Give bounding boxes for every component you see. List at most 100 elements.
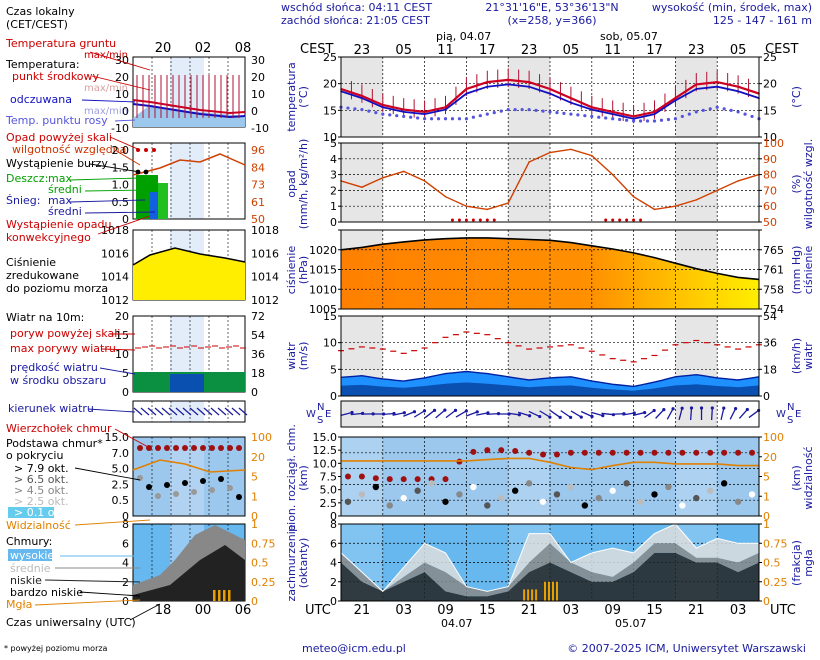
humidity-line-point: [737, 180, 739, 182]
press-left-ticks: 1020 1015 1010 1005: [309, 229, 341, 316]
legend-leader-line: [109, 136, 141, 151]
legend-leader-line: [114, 119, 136, 122]
wind-arrow: [570, 410, 582, 418]
legend-fog-tick: 0.5: [251, 557, 269, 570]
wind-arrow-head: [432, 408, 437, 412]
top-hour-label: 05: [395, 43, 412, 58]
cl-left-ticks-label: 8: [330, 518, 337, 531]
legend-wind-arrow: [147, 407, 157, 416]
legend-cloud-base-dot: [146, 484, 152, 490]
wind-left-ticks: 15 10 5 0: [323, 310, 341, 403]
wind-arrow: [580, 410, 593, 418]
wind-arrow: [424, 409, 435, 419]
dew-point-dot: [555, 111, 559, 115]
legend-wind-tick-r: 54: [251, 329, 265, 342]
legend-cb-tick: 5.0: [112, 463, 130, 476]
legend-leader-line: [89, 51, 151, 71]
dew-point-dot: [471, 115, 475, 119]
vis-right-ticks: 100 20 5 1 0: [759, 431, 784, 523]
humidity-line-point: [361, 186, 363, 189]
legend-temp-tick-r: 20: [251, 71, 265, 84]
cloud-base-dot: [484, 502, 491, 509]
dew-point-dot: [736, 110, 740, 114]
dew-point-dot: [485, 112, 489, 116]
legend-precip-panel-frame: [132, 142, 246, 220]
cloud-base-dot: [637, 498, 644, 505]
legend-cloud-top-dot: [227, 445, 233, 451]
temperature-line-point: [382, 104, 384, 106]
dew-point-dot: [632, 119, 636, 123]
humidity-line-point: [716, 189, 718, 192]
wind-arrow: [738, 409, 748, 419]
legend-cloud-base-dot: [236, 494, 242, 500]
bottom-hour-label: 21: [688, 603, 705, 618]
dew-point-dot: [443, 117, 448, 121]
cloud-top-dot: [735, 449, 742, 456]
humidity-line-point: [528, 161, 530, 163]
legend-temp-tick: -10: [111, 122, 129, 135]
dew-point-dot: [548, 110, 552, 114]
wind-arrow: [381, 412, 395, 416]
day-label-2: sob, 05.07: [600, 30, 658, 43]
legend-cloud-top-dot: [155, 445, 161, 451]
fog-bar: [556, 581, 558, 601]
press-axis-title-right: ciśnienie: [802, 246, 815, 295]
legend-cloud-top-dot: [236, 445, 242, 451]
legend-hum-tick: 61: [251, 196, 265, 209]
legend-wind-arrow: [175, 407, 185, 416]
cloud-base-dot: [734, 498, 742, 505]
dew-point-dot: [597, 115, 601, 119]
legend-rel-humidity: wilgotność względna: [12, 143, 126, 156]
cloud-axis-unit: (oktanty): [297, 538, 310, 589]
wind-axis-title: wiatr: [285, 342, 298, 370]
wind-arrow: [435, 409, 446, 419]
humidity-line-point: [444, 195, 447, 198]
wind-arrow: [413, 410, 425, 418]
dew-point-dot: [680, 114, 684, 119]
wind-right-ticks-label: 18: [763, 363, 777, 376]
cloud-base-dot: [595, 494, 602, 502]
temperature-line-point: [402, 108, 405, 111]
day-label-1: pią, 04.07: [436, 30, 491, 43]
press-left-ticks-label: 1005: [309, 303, 337, 316]
legend-clouds: Chmury:: [6, 535, 52, 548]
cb-left-ticks-label: 12.5: [313, 444, 338, 457]
dew-point-dot: [346, 106, 350, 110]
precip-left-ticks-label: 1: [330, 200, 337, 213]
fog-right-ticks: 1 0.75 0.5 0.25 0: [759, 518, 788, 608]
bottom-hour-label: 21: [521, 603, 538, 618]
vis-axis-title: widzialność: [802, 446, 815, 509]
legend-cb-tick: 7.0: [112, 447, 130, 460]
legend-precip-above-dot: [152, 148, 156, 152]
fog-axis-title: mgła: [802, 549, 815, 577]
footer-email[interactable]: meteo@icm.edu.pl: [302, 642, 406, 655]
cloud-base-dot: [581, 502, 589, 509]
coords: 21°31'16"E, 53°36'13"N: [485, 1, 618, 14]
night-band: [508, 57, 550, 137]
legend-precip-tick: 2.0: [112, 144, 130, 157]
wind-arrow: [748, 409, 759, 419]
apparent-line-point: [486, 85, 489, 88]
temp-right-ticks-label: 10: [763, 131, 777, 144]
legend-wind-arrow: [217, 407, 227, 416]
low-cloud-area: [341, 552, 759, 601]
legend-cl-tick: 6: [122, 537, 129, 550]
dew-point-dot: [722, 107, 726, 111]
legend-cloud-top-dot: [191, 445, 197, 451]
wind-arrow-head: [590, 414, 594, 419]
legend-apparent: odczuwana: [10, 93, 72, 106]
legend-temp-tick-r: 0: [251, 105, 258, 118]
precip-left-ticks-label: 3: [330, 169, 337, 182]
legend-cloud-tops: Wierzchołek chmur: [6, 422, 112, 435]
legend-high: wysokie: [10, 549, 54, 562]
legend-cloud-base-dot: [164, 482, 170, 488]
press-axis-unit: (hPa): [297, 256, 310, 284]
legend-storm-dot: [143, 169, 149, 175]
dew-point-dot: [590, 114, 594, 119]
wind-arrow-head: [745, 407, 749, 412]
wind-arrow-head: [699, 406, 704, 410]
bottom-hour-label: 03: [730, 603, 747, 618]
wind-arrow-head: [402, 411, 406, 415]
legend-storm: Wystąpienie burzy: [6, 157, 108, 170]
press-axis-unit-right: (mm Hg): [790, 246, 803, 295]
